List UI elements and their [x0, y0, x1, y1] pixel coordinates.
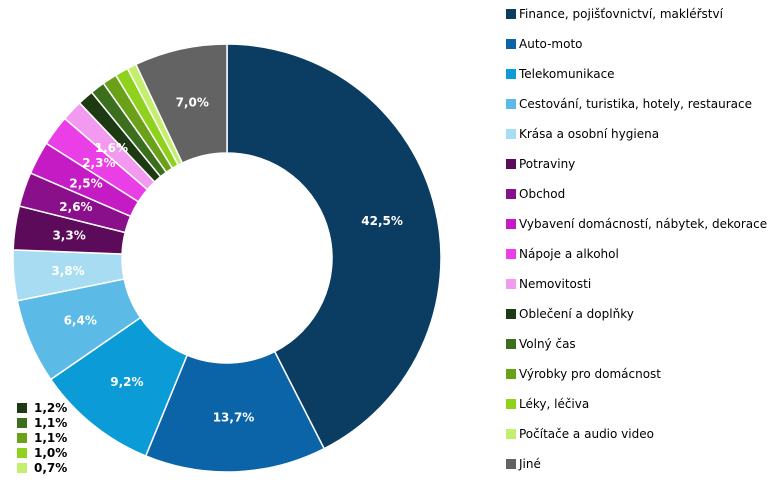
legend-swatch: [506, 69, 516, 79]
small-legend-value: 1,0%: [34, 446, 67, 460]
slice-value-label: 2,6%: [59, 200, 92, 214]
donut-slice: [134, 43, 228, 164]
slice-value-label: 13,7%: [213, 410, 255, 424]
slice-value-label: 6,4%: [64, 313, 97, 327]
legend-swatch: [506, 399, 516, 409]
small-legend-value: 1,1%: [34, 416, 67, 430]
legend-swatch: [506, 129, 516, 139]
small-legend-swatch: [17, 418, 27, 428]
legend-label: Jiné: [518, 457, 541, 471]
legend-swatch: [506, 99, 516, 109]
legend-label: Telekomunikace: [518, 67, 615, 81]
legend-label: Volný čas: [519, 337, 576, 351]
small-legend-swatch: [17, 433, 27, 443]
slice-value-label: 3,3%: [52, 229, 85, 243]
small-legend-swatch: [17, 463, 27, 473]
donut-slice: [226, 43, 442, 450]
slice-value-label: 9,2%: [110, 375, 143, 389]
legend-swatch: [506, 219, 516, 229]
slice-labels: 42,5% 13,7% 9,2% 6,4% 3,8% 3,3% 2,6% 2,5% 2,3%1,…: [51, 95, 403, 424]
legend-swatch: [506, 429, 516, 439]
legend-label: Léky, léčiva: [519, 397, 589, 411]
legend-label: Krása a osobní hygiena: [519, 127, 659, 141]
legend-label: Počítače a audio video: [519, 427, 654, 441]
legend-label: Obchod: [519, 187, 565, 201]
slice-value-label: 42,5%: [361, 214, 403, 228]
legend-swatch: [506, 189, 516, 199]
legend-swatch: [506, 339, 516, 349]
legend-swatch: [506, 159, 516, 169]
small-legend-value: 1,1%: [34, 431, 67, 445]
legend-swatch: [506, 9, 516, 19]
legend-swatch: [506, 369, 516, 379]
legend-label: Cestování, turistika, hotely, restaurace: [519, 97, 752, 111]
legend-label: Výrobky pro domácnost: [519, 367, 661, 381]
legend-label: Potraviny: [519, 157, 575, 171]
slice-value-label: 2,5%: [69, 176, 102, 190]
legend-label: Finance, pojišťovnictví, makléřství: [519, 7, 724, 21]
small-legend-swatch: [17, 448, 27, 458]
legend-swatch: [506, 309, 516, 319]
legend: Finance, pojišťovnictví, makléřství Auto-…: [506, 7, 767, 471]
legend-swatch: [506, 459, 516, 469]
legend-swatch: [506, 279, 516, 289]
small-legend-value: 0,7%: [34, 461, 67, 475]
legend-label: Vybavení domácností, nábytek, dekorace: [519, 217, 767, 231]
legend-label: Oblečení a doplňky: [519, 307, 634, 321]
donut-slices: [12, 43, 442, 473]
legend-label: Nemovitosti: [519, 277, 591, 291]
slice-value-label: 7,0%: [176, 95, 209, 109]
small-legend-value: 1,2%: [34, 401, 67, 415]
small-values-legend: 1,2%1,1%1,1%1,0%0,7%: [17, 401, 67, 475]
legend-swatch: [506, 249, 516, 259]
small-legend-swatch: [17, 403, 27, 413]
slice-value-label: 1,6%: [95, 141, 128, 155]
legend-label: Nápoje a alkohol: [519, 247, 619, 261]
donut-slice: [144, 350, 326, 473]
legend-label: Auto-moto: [519, 37, 583, 51]
slice-value-label: 3,8%: [51, 264, 84, 278]
slice-value-label: 2,3%: [82, 156, 115, 170]
legend-swatch: [506, 39, 516, 49]
